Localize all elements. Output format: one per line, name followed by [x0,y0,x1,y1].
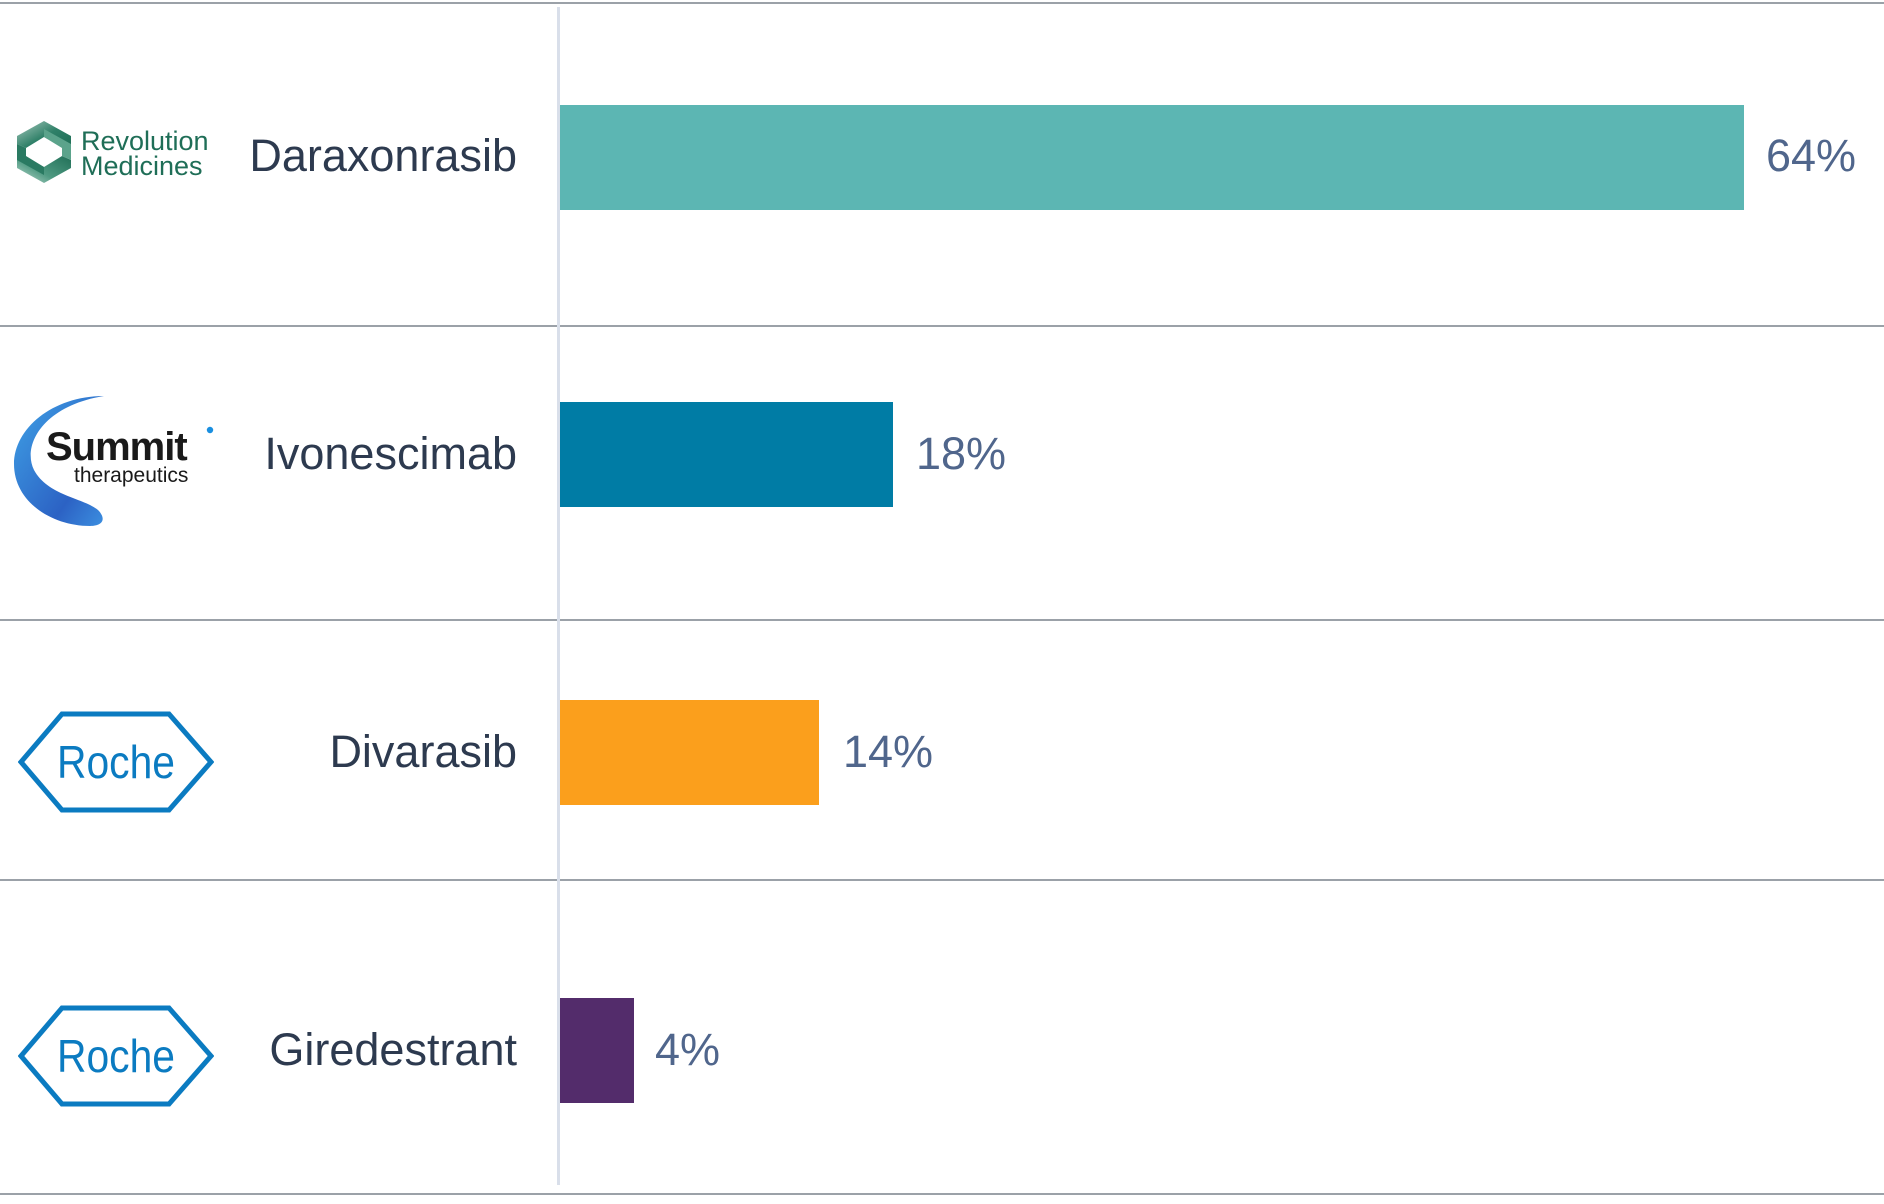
row-divider-top [0,2,1884,4]
roche-hexagon-icon [18,1005,214,1107]
svg-text:Revolution: Revolution [81,126,209,156]
bar-daraxonrasib [560,105,1744,210]
bar-giredestrant [560,998,634,1103]
svg-text:Roche: Roche [57,1030,175,1082]
drug-label: Daraxonrasib [249,130,517,181]
revolution-hexagon-icon [17,121,71,183]
value-label: 14% [843,726,934,777]
svg-text:Summit: Summit [46,425,187,469]
summit-swoosh-icon [14,396,104,526]
drug-label: Giredestrant [269,1024,517,1075]
roche-logo: Roche [18,710,214,814]
summit-therapeutics-logo: Summit therapeutics [12,394,222,529]
revolution-medicines-logo: Revolution Medicines [14,118,224,186]
row-divider [0,879,1884,881]
row-divider-bottom [0,1193,1884,1195]
drug-label: Divarasib [329,726,517,777]
value-label: 64% [1766,130,1857,181]
chart-baseline-axis [557,7,560,1185]
svg-text:Medicines: Medicines [81,151,203,181]
svg-text:therapeutics: therapeutics [74,464,188,487]
value-label: 4% [655,1024,721,1075]
roche-logo: Roche [18,1004,214,1108]
bar-ivonescimab [560,402,893,507]
roche-hexagon-icon [18,711,214,813]
svg-text:Roche: Roche [57,736,175,788]
drug-label: Ivonescimab [264,428,517,479]
value-label: 18% [916,428,1007,479]
row-divider [0,325,1884,327]
bar-divarasib [560,700,819,805]
row-divider [0,619,1884,621]
